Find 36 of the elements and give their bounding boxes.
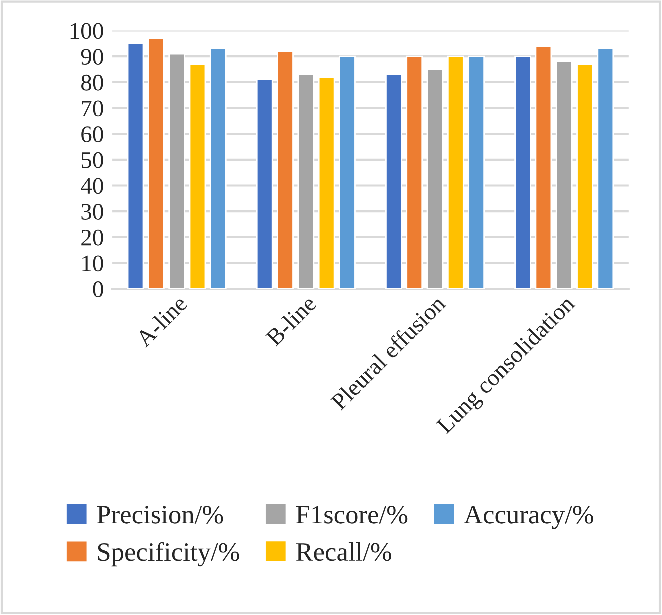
- legend-label: Specificity/%: [98, 542, 240, 567]
- legend-label: F1score/%: [296, 506, 408, 524]
- y-tick-label: 60: [82, 126, 104, 142]
- bar: [127, 42, 144, 290]
- y-tick-label: 30: [82, 204, 104, 220]
- y-tick-label: 0: [93, 282, 104, 298]
- bar: [210, 48, 227, 290]
- bar: [189, 64, 206, 290]
- y-tick-label: 70: [82, 100, 104, 117]
- bar: [298, 74, 315, 290]
- bar: [556, 61, 573, 290]
- y-tick-label: 10: [82, 256, 104, 272]
- y-tick-label: 20: [82, 230, 104, 246]
- bar: [277, 50, 294, 290]
- bar: [535, 46, 552, 290]
- bar: [148, 38, 165, 290]
- bar: [339, 56, 356, 290]
- bar: [514, 56, 532, 290]
- bar: [576, 64, 594, 290]
- bar: [406, 56, 424, 290]
- bar: [256, 79, 274, 290]
- bar: [318, 76, 336, 290]
- bar: [168, 53, 186, 290]
- y-tick-label: 40: [81, 178, 104, 194]
- bar: [426, 68, 444, 290]
- bar: [468, 56, 486, 290]
- bar: [597, 48, 614, 290]
- legend-label: Precision/%: [97, 506, 224, 524]
- legend-label: Recall/%: [296, 542, 392, 562]
- y-tick-label: 90: [81, 49, 104, 66]
- legend-label: Accuracy/%: [464, 506, 594, 530]
- y-tick-label: 50: [82, 152, 104, 168]
- y-tick-label: 80: [81, 74, 104, 91]
- y-tick-label: 100: [70, 23, 104, 40]
- bar: [386, 74, 402, 290]
- bar: [447, 56, 464, 290]
